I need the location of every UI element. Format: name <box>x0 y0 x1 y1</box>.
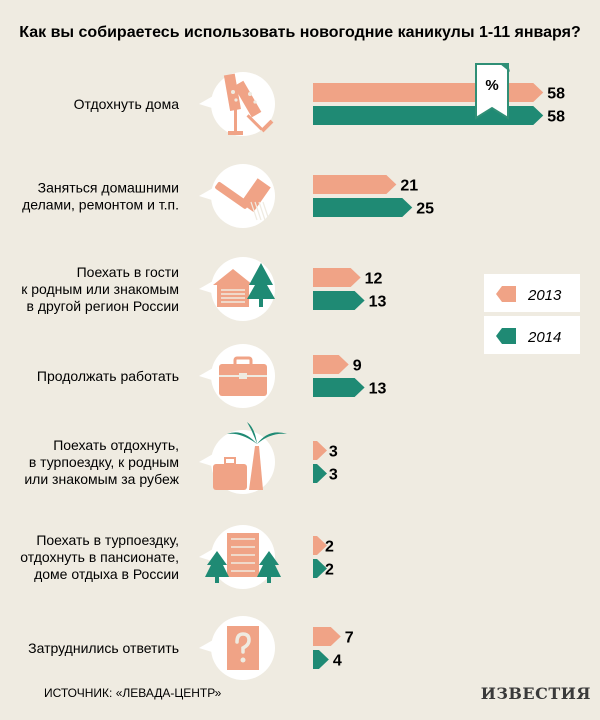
bar-2014 <box>313 198 413 217</box>
category-row: Поехать отдохнуть,в турпоездку, к родным… <box>24 422 338 494</box>
category-label: Поехать в гости <box>77 264 179 280</box>
value-label-2013: 12 <box>365 271 383 288</box>
category-label: в другой регион России <box>27 298 179 314</box>
legend-swatch <box>496 286 516 302</box>
bar-2013 <box>313 536 327 555</box>
briefcase-icon <box>199 344 275 408</box>
question-icon <box>199 616 275 680</box>
value-label-2014: 13 <box>369 294 387 311</box>
category-label: или знакомым за рубеж <box>24 471 179 487</box>
category-row: Затруднились ответить 74 <box>28 616 354 680</box>
izvestia-logo: ИЗВЕСТИЯ <box>481 684 591 703</box>
house-tree-icon <box>199 257 275 321</box>
icon-bubble <box>211 164 275 228</box>
legend-swatch <box>496 328 516 344</box>
paint-brush-icon <box>199 164 275 228</box>
bar-2013 <box>313 268 361 287</box>
category-row: Продолжать работать 9 13 <box>37 344 387 408</box>
unit-label: % <box>485 77 498 94</box>
category-label: Затруднились ответить <box>28 640 179 656</box>
value-label-2014: 2 <box>325 562 334 579</box>
category-label: отдохнуть в пансионате, <box>20 549 179 565</box>
percent-tag: % <box>475 63 510 120</box>
category-label: Заняться домашними <box>38 180 179 196</box>
champagne-glasses-icon <box>199 72 275 136</box>
value-label-2013: 58 <box>547 86 565 103</box>
legend-item-2013: 2013 <box>484 274 580 312</box>
bar-2014 <box>313 291 365 310</box>
value-label-2014: 3 <box>329 467 338 484</box>
bar-2013 <box>313 627 341 646</box>
legend-label: 2014 <box>527 329 561 346</box>
category-label: Поехать в турпоездку, <box>36 532 179 548</box>
value-label-2014: 58 <box>547 109 565 126</box>
category-label: делами, ремонтом и т.п. <box>22 197 179 213</box>
source-label: ИСТОЧНИК: «ЛЕВАДА-ЦЕНТР» <box>44 686 222 700</box>
bar-2014 <box>313 650 329 669</box>
legend-label: 2013 <box>527 287 562 304</box>
hotel-trees-icon <box>199 525 281 589</box>
category-label: к родным или знакомым <box>21 281 179 297</box>
category-row: Поехать в турпоездку,отдохнуть в пансион… <box>20 525 334 589</box>
suitcase-palm-icon <box>199 422 287 494</box>
value-label-2014: 4 <box>333 653 342 670</box>
value-label-2013: 2 <box>325 539 334 556</box>
chart-title: Как вы собираетесь использовать новогодн… <box>19 24 580 41</box>
bar-2013 <box>313 355 349 374</box>
category-label: Продолжать работать <box>37 368 179 384</box>
svg-text:ИЗВЕСТИЯ: ИЗВЕСТИЯ <box>481 684 591 703</box>
bar-2014 <box>313 559 327 578</box>
bar-2013 <box>313 175 397 194</box>
category-label: Поехать отдохнуть, <box>53 437 179 453</box>
value-label-2014: 13 <box>369 381 387 398</box>
category-label: в турпоездку, к родным <box>29 454 179 470</box>
value-label-2013: 9 <box>353 358 362 375</box>
value-label-2013: 7 <box>345 630 354 647</box>
bar-2014 <box>313 378 365 397</box>
value-label-2014: 25 <box>416 201 434 218</box>
category-label: Отдохнуть дома <box>74 96 180 112</box>
value-label-2013: 21 <box>400 178 418 195</box>
legend-item-2014: 2014 <box>484 316 580 354</box>
legend: 2013 2014 <box>484 274 580 354</box>
category-label: доме отдыха в России <box>34 566 179 582</box>
bar-2013 <box>313 441 327 460</box>
value-label-2013: 3 <box>329 444 338 461</box>
bar-2014 <box>313 464 327 483</box>
